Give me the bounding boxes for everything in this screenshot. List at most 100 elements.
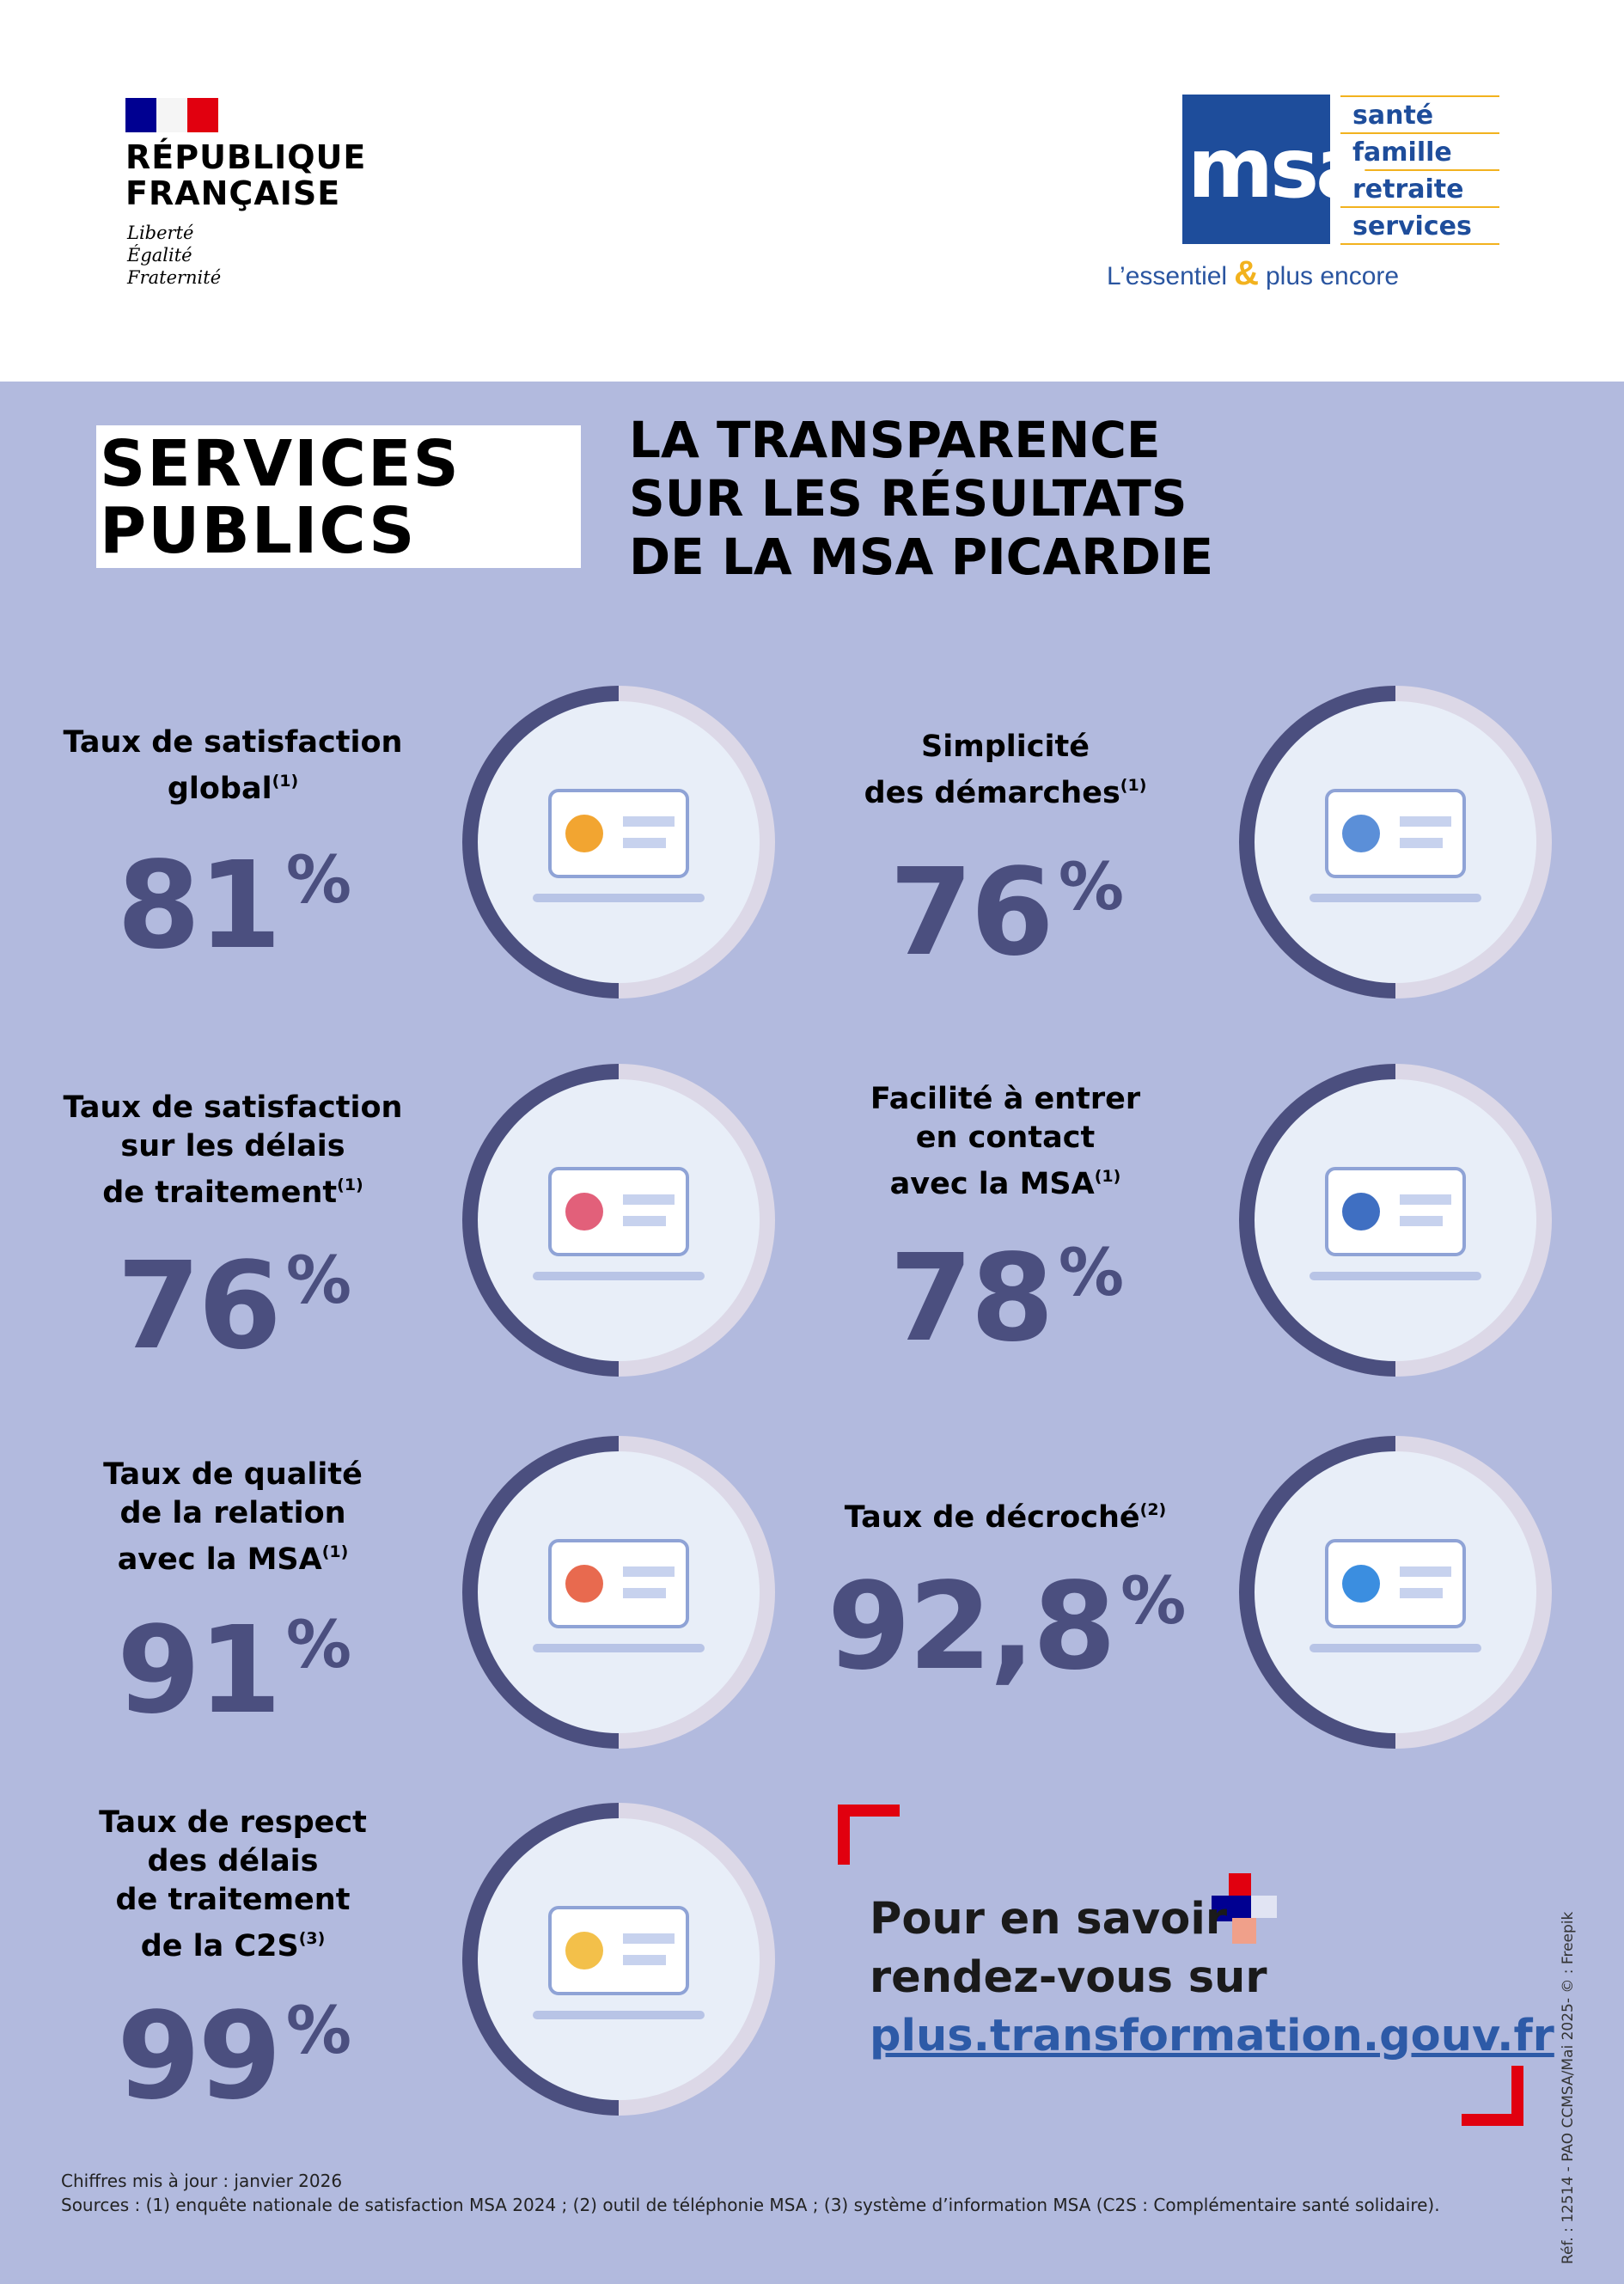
illustration-shape <box>623 1933 675 1944</box>
indicator-label: Facilité à entrer en contact avec la MSA(1… <box>870 1080 1140 1204</box>
indicator-value: 92,8% <box>827 1567 1187 1688</box>
msa-letters: msa <box>1187 120 1371 217</box>
msa-word: famille <box>1352 137 1452 168</box>
label-line: avec la MSA(1) <box>889 1167 1121 1201</box>
label-line: de la relation <box>119 1496 346 1530</box>
indicator-label: Taux de satisfaction sur les délais de tra… <box>64 1089 403 1212</box>
illustration-shape <box>565 1193 603 1231</box>
footnote-ref: (3) <box>298 1929 326 1948</box>
value: 78 <box>889 1229 1054 1369</box>
illustration-shape <box>1400 838 1443 848</box>
tagline-part: & <box>1234 254 1259 292</box>
indicator-value: 99% <box>117 1997 351 2117</box>
motto-line: Égalité <box>127 245 192 266</box>
value: 99 <box>117 1987 282 2127</box>
illustration-shape <box>623 1566 675 1577</box>
illustration-circle <box>462 1436 775 1749</box>
cta-line: Pour en savoir <box>870 1894 1227 1945</box>
reference: Réf. : 12514 - PAO CCMSA/Mai 2025- © : F… <box>1560 1911 1577 2264</box>
unit: % <box>285 1242 351 1318</box>
corner <box>1462 2066 1523 2126</box>
indicator-label: Simplicité des démarches(1) <box>864 728 1147 813</box>
indicator-label: Taux de respect des délais de traitement de… <box>99 1804 367 1966</box>
illustration-shape <box>623 1216 666 1226</box>
unit: % <box>1120 1562 1186 1639</box>
label-line: Taux de qualité <box>103 1457 363 1492</box>
value: 92,8 <box>827 1557 1116 1697</box>
sources-note: Sources : (1) enquête nationale de satis… <box>61 2195 1440 2215</box>
illustration-shape <box>548 1906 689 1995</box>
illustration-shape <box>565 815 603 852</box>
badge-line: SERVICES <box>100 427 461 501</box>
illustration-shape <box>1400 1588 1443 1598</box>
illustration-shape <box>1325 789 1466 878</box>
indicator-label: Taux de satisfaction global(1) <box>64 724 403 809</box>
msa-word: santé <box>1352 101 1434 131</box>
rf-line: RÉPUBLIQUE <box>125 138 367 176</box>
rf-line: FRANÇAISE <box>125 174 341 212</box>
footnote-ref: (1) <box>1094 1167 1121 1186</box>
illustration-shape <box>548 789 689 878</box>
illustration-circle <box>1239 1436 1552 1749</box>
illustration-shape <box>1310 894 1481 902</box>
indicator-label: Taux de décroché(2) <box>845 1491 1166 1537</box>
illustration-shape <box>1310 1644 1481 1652</box>
cta-link[interactable]: plus.transformation.gouv.fr <box>870 2011 1554 2061</box>
label-line: global(1) <box>167 772 299 806</box>
illustration-shape <box>623 1955 666 1965</box>
title-line: DE LA MSA PICARDIE <box>629 528 1214 586</box>
illustration-shape <box>623 1588 666 1598</box>
label-line: des délais <box>147 1844 319 1878</box>
cta-icon <box>1212 1873 1277 1944</box>
indicator-value: 91% <box>117 1611 351 1731</box>
illustration-shape <box>548 1539 689 1628</box>
label-line: Taux de satisfaction <box>63 725 403 760</box>
republique-francaise: RÉPUBLIQUE FRANÇAISE <box>125 139 366 211</box>
indicator-label: Taux de qualité de la relation avec la MSA… <box>103 1456 363 1579</box>
illustration-shape <box>1342 815 1380 852</box>
motto: Liberté Égalité Fraternité <box>127 222 221 289</box>
tagline: L’essentiel & plus encore <box>1107 254 1399 293</box>
indicator-value: 76% <box>117 1247 351 1367</box>
footnote-ref: (1) <box>1120 776 1147 795</box>
indicator-value: 78% <box>889 1239 1124 1359</box>
illustration-shape <box>623 1194 675 1205</box>
label-line: Taux de satisfaction <box>63 1090 403 1125</box>
title: LA TRANSPARENCE SUR LES RÉSULTATS DE LA MS… <box>629 411 1213 586</box>
corner <box>838 1805 900 1865</box>
flag-red <box>187 98 218 132</box>
title-line: SUR LES RÉSULTATS <box>629 469 1187 528</box>
footnote-ref: (1) <box>321 1542 349 1561</box>
updated-note: Chiffres mis à jour : janvier 2026 <box>61 2171 343 2191</box>
illustration-shape <box>1400 1216 1443 1226</box>
badge-line: PUBLICS <box>100 494 417 568</box>
tagline-part: L’essentiel <box>1107 262 1228 290</box>
motto-line: Fraternité <box>127 267 222 288</box>
indicator-value: 81% <box>117 846 351 967</box>
value: 81 <box>117 836 282 976</box>
unit: % <box>285 1606 351 1682</box>
illustration-shape <box>565 1565 603 1603</box>
illustration-shape <box>533 2011 705 2019</box>
msa-words: santé famille retraite services <box>1352 97 1472 245</box>
value: 76 <box>117 1237 282 1377</box>
illustration-shape <box>1400 1566 1451 1577</box>
illustration-shape <box>623 838 666 848</box>
illustration-shape <box>533 894 705 902</box>
badge: SERVICES PUBLICS <box>96 425 581 568</box>
illustration-circle <box>1239 1064 1552 1377</box>
motto-line: Liberté <box>127 223 194 243</box>
label-line: avec la MSA(1) <box>117 1542 349 1577</box>
label-line: de la C2S(3) <box>140 1929 326 1963</box>
flag-blue <box>125 98 156 132</box>
value: 91 <box>117 1601 282 1741</box>
illustration-circle <box>1239 686 1552 998</box>
label-line: Facilité à entrer <box>870 1082 1141 1116</box>
label-line: de traitement(1) <box>102 1176 363 1210</box>
illustration-circle <box>462 1803 775 2116</box>
unit: % <box>1058 1234 1124 1310</box>
msa-word: retraite <box>1352 174 1464 205</box>
label-line: en contact <box>915 1121 1096 1155</box>
